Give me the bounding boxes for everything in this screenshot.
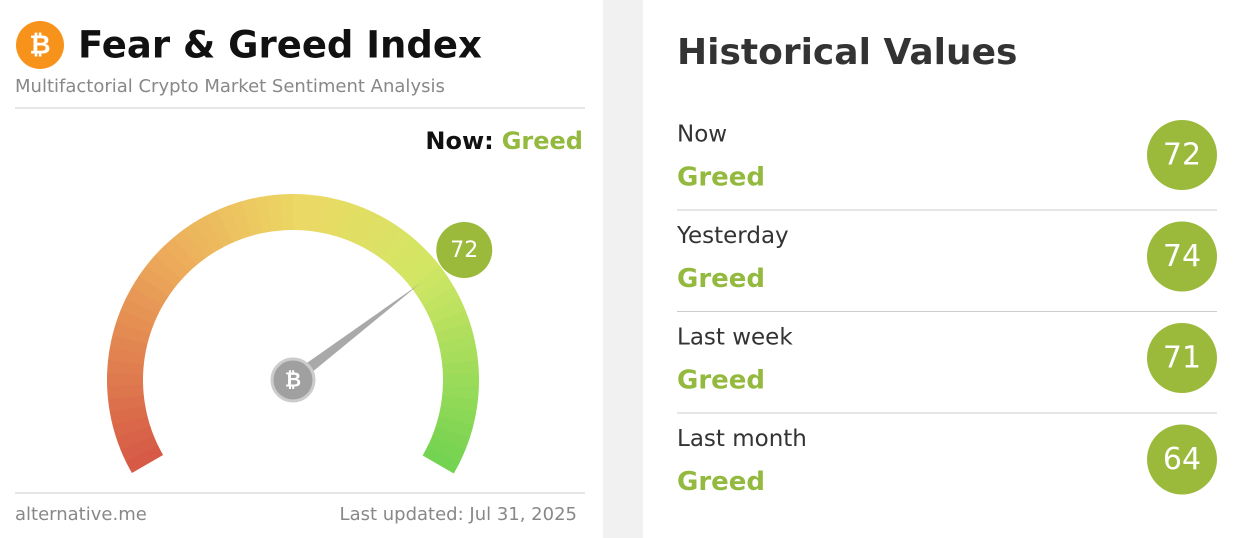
- gauge-arc: [120, 297, 159, 324]
- gauge-arc: [205, 209, 233, 248]
- now-label: Now:: [425, 127, 493, 155]
- gauge-arc: [432, 310, 471, 335]
- value-badge: [436, 222, 493, 279]
- gauge-arc: [267, 194, 284, 232]
- value-text: 64: [1163, 442, 1201, 477]
- status-label: Greed: [677, 366, 765, 396]
- gauge-arc: [109, 334, 148, 355]
- gauge-arc: [173, 229, 206, 266]
- gauge-arc: [254, 195, 273, 234]
- subtitle: Multifactorial Crypto Market Sentiment A…: [15, 76, 445, 97]
- gauge-arc: [194, 215, 224, 253]
- value-circle: [1147, 120, 1217, 190]
- gauge-arc: [363, 215, 393, 254]
- gauge-arc: [107, 384, 144, 400]
- gauge-arc: [131, 275, 170, 306]
- gauge-arc: [411, 265, 448, 297]
- value-text: 72: [1163, 138, 1201, 173]
- gauge-arc: [303, 194, 320, 232]
- gauge-arc: [427, 436, 466, 463]
- gauge-arc: [353, 210, 381, 248]
- gauge-arc: [442, 360, 479, 376]
- gauge-arc: [116, 309, 155, 334]
- value-label: 72: [450, 238, 478, 263]
- gauge-arc: [112, 321, 151, 344]
- gauge-arc: [112, 415, 151, 438]
- gauge-arc: [108, 347, 146, 365]
- hub-symbol: ₿: [285, 368, 301, 392]
- history-title: Historical Values: [677, 32, 1017, 73]
- gauge-arc: [229, 201, 253, 240]
- value-circle: [1147, 221, 1217, 292]
- gauge-arc: [217, 204, 243, 244]
- status-label: Greed: [677, 264, 765, 294]
- gauge-arc: [107, 395, 146, 413]
- gauge: ₿ 72: [107, 194, 493, 474]
- gauge-arc: [442, 385, 479, 401]
- gauge-arc: [324, 198, 345, 236]
- gauge-arc: [146, 255, 182, 288]
- gauge-arc: [435, 322, 474, 345]
- status-label: Greed: [677, 467, 765, 497]
- gauge-arc: [422, 445, 461, 474]
- gauge-arc: [241, 197, 263, 236]
- gauge-arc: [381, 229, 414, 266]
- gauge-arc: [435, 416, 474, 439]
- gauge-arc: [397, 246, 432, 281]
- gauge-arc: [163, 237, 198, 273]
- gauge-arc: [404, 255, 440, 289]
- gauge-arc: [138, 264, 176, 297]
- gauge-arc: [422, 286, 461, 315]
- gauge-arc: [440, 395, 478, 413]
- period-label: Yesterday: [676, 223, 789, 249]
- period-label: Last week: [677, 325, 793, 351]
- value-text: 71: [1163, 341, 1201, 376]
- gauge-arc: [372, 222, 403, 260]
- gauge-arc: [334, 201, 358, 240]
- bitcoin-icon: [16, 21, 64, 69]
- gauge-arc: [107, 359, 144, 375]
- now-status: Greed: [502, 127, 583, 155]
- history-card: [643, 0, 1249, 538]
- gauge-arc: [109, 405, 148, 425]
- title: Fear & Greed Index: [78, 24, 482, 67]
- gauge-arc: [344, 205, 370, 244]
- gauge-arc: [427, 298, 466, 325]
- gauge-arc: [440, 347, 479, 365]
- gauge-arc: [125, 445, 164, 474]
- gauge-arc: [115, 425, 154, 450]
- history-list: Now Greed 72 Yesterday Greed 74 Last week Greed…: [676, 120, 1217, 497]
- needle: [289, 283, 421, 385]
- status-label: Greed: [677, 163, 765, 193]
- needle-hub: [270, 357, 316, 403]
- gauge-arc: [417, 275, 455, 306]
- value-text: 74: [1163, 239, 1201, 274]
- now-line: Now: Greed: [425, 127, 583, 155]
- gauge-arc: [183, 221, 215, 259]
- period-label: Now: [677, 122, 727, 148]
- gauge-arc: [313, 195, 333, 234]
- gauge-arc: [431, 426, 470, 451]
- gauge-arc: [125, 286, 164, 315]
- period-label: Last month: [677, 426, 807, 452]
- gauge-arc: [438, 335, 477, 355]
- updated: Last updated: Jul 31, 2025: [340, 504, 577, 525]
- source: alternative.me: [15, 504, 147, 525]
- value-circle: [1147, 424, 1217, 495]
- value-circle: [1147, 323, 1217, 393]
- gauge-arc: [120, 435, 159, 462]
- gauge-arc: [389, 237, 423, 273]
- gauge-arc: [154, 245, 190, 280]
- bitcoin-symbol: ₿: [29, 31, 50, 61]
- gauge-arc: [438, 405, 477, 426]
